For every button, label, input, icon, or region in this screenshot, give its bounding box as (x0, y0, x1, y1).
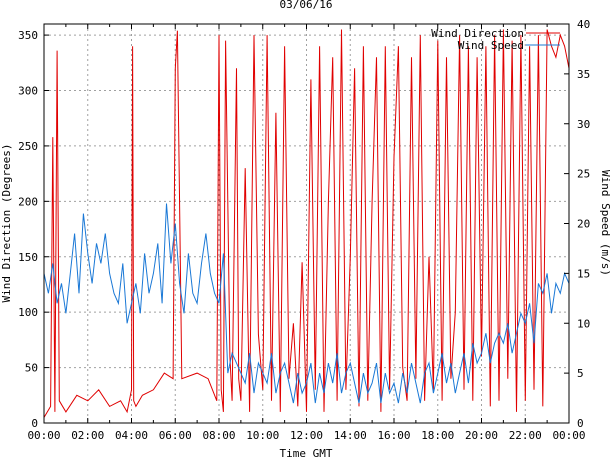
x-tick-label: 04:00 (115, 429, 148, 442)
y-left-tick-label: 200 (18, 195, 38, 208)
series-line-wind-direction (43, 29, 570, 418)
x-tick-label: 10:00 (246, 429, 279, 442)
y-right-tick-label: 5 (577, 367, 584, 380)
x-tick-label: 06:00 (159, 429, 192, 442)
y-left-tick-label: 50 (25, 362, 38, 375)
y-right-tick-label: 20 (577, 218, 590, 231)
series-line-wind-speed (43, 203, 570, 404)
x-axis-label: Time GMT (280, 447, 333, 459)
legend-label-wind-direction: Wind Direction (431, 27, 524, 40)
y-left-tick-label: 0 (31, 417, 38, 430)
y-left-tick-label: 300 (18, 85, 38, 98)
x-tick-label: 22:00 (509, 429, 542, 442)
x-tick-label: 08:00 (202, 429, 235, 442)
x-tick-label: 18:00 (421, 429, 454, 442)
legend-label-wind-speed: Wind Speed (458, 39, 524, 52)
series-lines (43, 29, 570, 418)
y-left-tick-label: 150 (18, 251, 38, 264)
legend: Wind Direction Wind Speed (431, 27, 560, 52)
chart-title: 03/06/16 (280, 0, 333, 11)
x-tick-label: 02:00 (71, 429, 104, 442)
y-right-tick-label: 15 (577, 267, 590, 280)
x-tick-label: 14:00 (334, 429, 367, 442)
y-right-tick-label: 0 (577, 417, 584, 430)
axis-ticks: 00:00 02:00 04:00 06:00 08:00 10:00 12:00 14:00… (18, 18, 590, 442)
x-tick-label: 00:00 (552, 429, 585, 442)
y-right-tick-label: 10 (577, 317, 590, 330)
y-right-tick-label: 25 (577, 168, 590, 181)
x-tick-label: 12:00 (290, 429, 323, 442)
y-right-tick-label: 40 (577, 18, 590, 31)
y-left-tick-label: 100 (18, 306, 38, 319)
x-tick-label: 00:00 (27, 429, 60, 442)
y-left-tick-label: 250 (18, 140, 38, 153)
x-tick-label: 16:00 (377, 429, 410, 442)
y-axis-label-right: Wind Speed (m/s) (599, 170, 611, 276)
y-left-tick-label: 350 (18, 29, 38, 42)
y-right-tick-label: 35 (577, 68, 590, 81)
x-tick-label: 20:00 (465, 429, 498, 442)
y-axis-label-left: Wind Direction (Degrees) (0, 144, 13, 303)
y-right-tick-label: 30 (577, 118, 590, 131)
